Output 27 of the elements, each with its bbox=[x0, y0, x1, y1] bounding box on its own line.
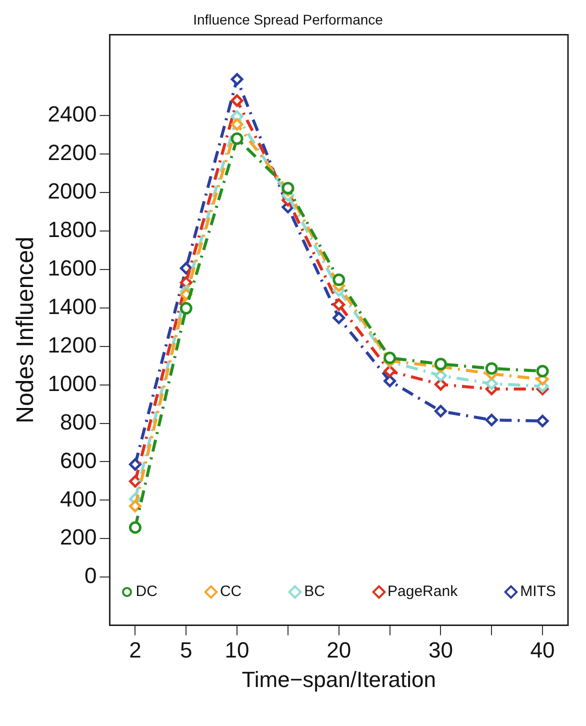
y-tick-label: 2000 bbox=[48, 178, 97, 204]
legend-label: PageRank bbox=[388, 583, 458, 600]
y-tick-label: 1400 bbox=[48, 294, 97, 319]
y-tick-label: 200 bbox=[60, 524, 97, 550]
y-tick-label: 400 bbox=[60, 486, 97, 512]
legend-label: MITS bbox=[520, 583, 556, 600]
x-tick-label: 40 bbox=[530, 637, 555, 662]
y-tick-label: 2400 bbox=[48, 102, 97, 127]
x-tick-label: 10 bbox=[224, 637, 250, 662]
y-tick-label: 1200 bbox=[48, 332, 97, 358]
y-tick-label: 1000 bbox=[48, 370, 97, 396]
x-tick-label: 20 bbox=[326, 637, 352, 662]
legend-label: DC bbox=[136, 583, 158, 600]
y-tick-label: 800 bbox=[60, 409, 97, 434]
legend-label: CC bbox=[220, 583, 242, 600]
x-axis-title: Time−span/Iteration bbox=[242, 666, 436, 692]
y-tick-label: 0 bbox=[84, 563, 97, 588]
y-tick-label: 2200 bbox=[48, 140, 97, 166]
y-tick-label: 1800 bbox=[48, 217, 97, 242]
y-tick-label: 600 bbox=[60, 448, 97, 473]
x-tick-label: 2 bbox=[129, 637, 142, 662]
y-axis-title: Nodes Influenced bbox=[12, 236, 40, 424]
x-tick-label: 30 bbox=[428, 637, 453, 662]
x-tick-label: 5 bbox=[180, 637, 192, 662]
legend-label: BC bbox=[304, 583, 325, 600]
y-tick-label: 1600 bbox=[48, 255, 97, 280]
chart-title: Influence Spread Performance bbox=[193, 11, 384, 28]
